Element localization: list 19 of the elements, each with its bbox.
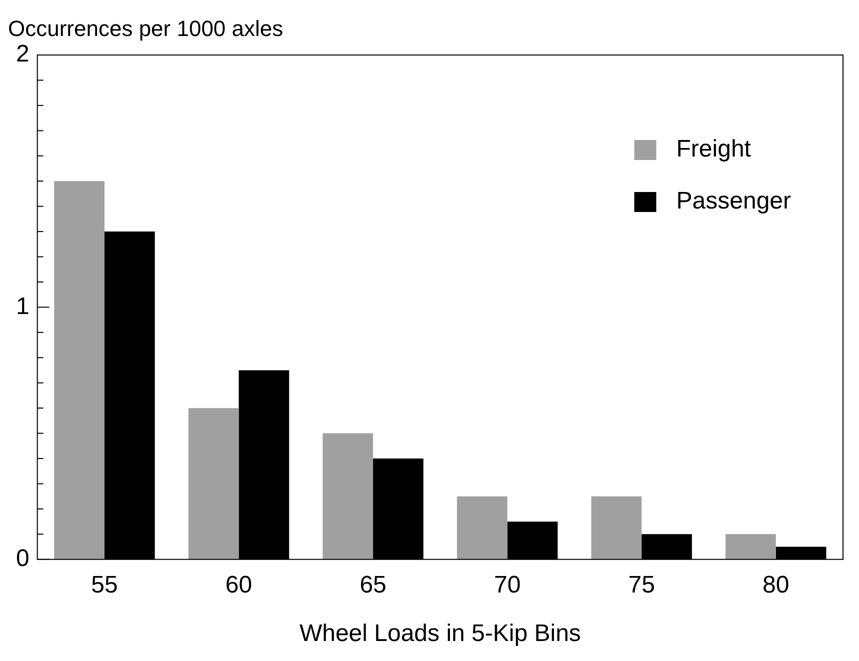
y-axis-title: Occurrences per 1000 axles	[8, 16, 284, 42]
legend-label: Freight	[676, 136, 752, 163]
bar	[54, 181, 104, 560]
y-tick-label: 2	[16, 40, 30, 68]
x-tick-label: 60	[225, 571, 252, 598]
x-tick-label: 70	[494, 571, 521, 598]
x-axis-title: Wheel Loads in 5-Kip Bins	[299, 620, 581, 648]
bar	[456, 496, 508, 560]
x-tick-label: 75	[628, 571, 655, 598]
x-tick-label: 55	[91, 571, 118, 598]
bar	[188, 408, 239, 560]
x-tick-label: 65	[360, 571, 386, 598]
x-tick-label: 80	[762, 571, 790, 598]
bar	[591, 496, 642, 560]
bar	[322, 433, 374, 560]
y-tick-label: 1	[16, 292, 30, 320]
bar	[726, 534, 776, 560]
y-tick-label: 0	[16, 545, 30, 572]
legend-label: Passenger	[676, 188, 792, 215]
